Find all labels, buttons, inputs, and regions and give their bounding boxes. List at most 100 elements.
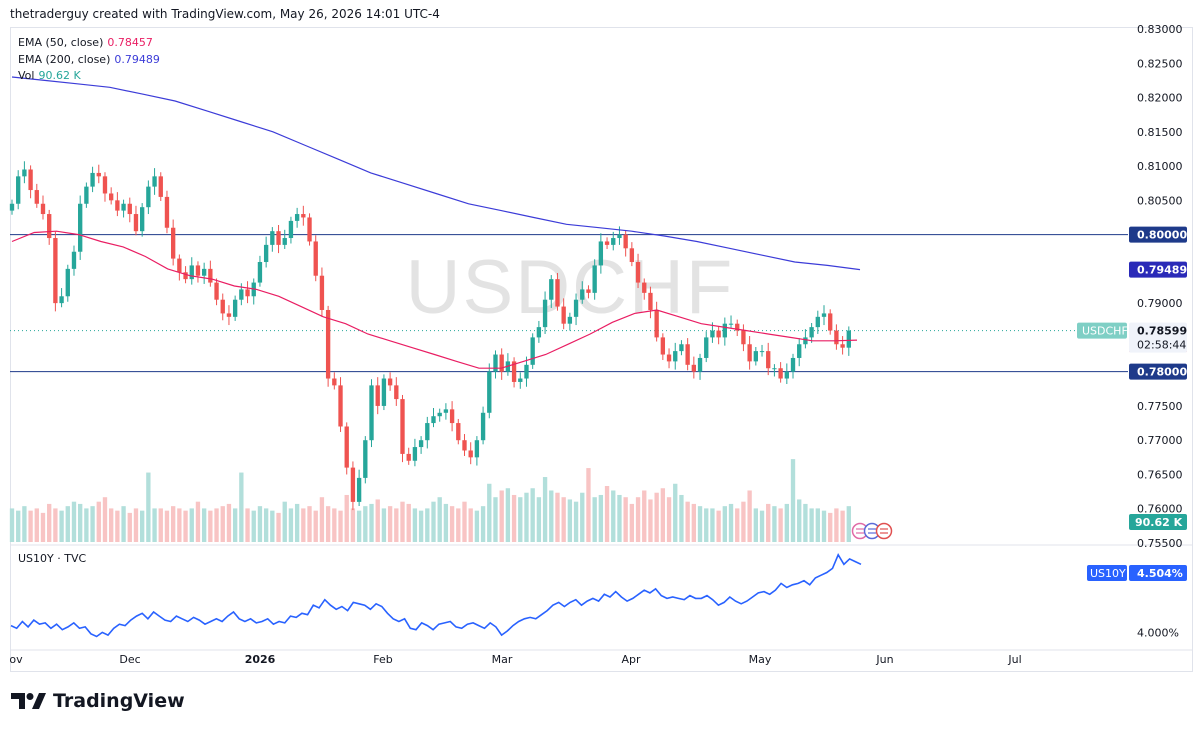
- candle-body: [301, 214, 306, 218]
- us10y-legend[interactable]: US10Y · TVC: [18, 552, 87, 565]
- volume-bar: [170, 506, 176, 542]
- candle-body: [567, 316, 573, 324]
- candle-body: [722, 323, 728, 338]
- candle-body: [697, 357, 703, 372]
- volume-bar: [666, 497, 672, 542]
- volume-bar: [468, 508, 473, 542]
- candle-body: [611, 238, 616, 245]
- candle-body: [580, 289, 585, 300]
- candle-body: [493, 354, 498, 372]
- candle-body: [47, 214, 52, 239]
- y-tick-label: 0.81000: [1137, 160, 1183, 173]
- candle-body: [102, 176, 108, 194]
- volume-bar: [487, 483, 492, 542]
- tradingview-logo[interactable]: TradingView: [11, 690, 185, 712]
- volume-bar: [542, 477, 548, 542]
- volume-bar: [821, 510, 827, 542]
- candle-body: [288, 220, 294, 239]
- candle-body: [270, 231, 275, 245]
- last-price-text: 0.78599: [1137, 325, 1187, 338]
- candle-body: [115, 200, 120, 211]
- candle-body: [133, 214, 139, 232]
- candle-body: [691, 364, 697, 372]
- volume-bar: [735, 508, 740, 542]
- volume-bar: [499, 490, 504, 542]
- candle-body: [22, 169, 27, 177]
- candle-body: [642, 282, 647, 293]
- candle-body: [214, 282, 219, 300]
- candle-body: [828, 313, 833, 331]
- x-tick-label: Mar: [492, 653, 513, 666]
- ema200-legend-row[interactable]: EMA (200, close) 0.79489: [18, 52, 160, 69]
- candle-body: [511, 361, 517, 382]
- candle-body: [65, 268, 70, 297]
- candle-body: [350, 467, 356, 502]
- volume-bar: [611, 490, 616, 542]
- volume-bar: [437, 497, 442, 542]
- us10y-value-badge-text: 4.504%: [1137, 567, 1183, 580]
- us10y-tick-label: 4.000%: [1137, 626, 1179, 639]
- candle-body: [90, 172, 95, 187]
- candle-body: [673, 351, 678, 362]
- candle-body: [394, 385, 399, 400]
- candle-body: [220, 299, 225, 314]
- ema50-line: [11, 230, 858, 369]
- volume-bar: [28, 510, 33, 542]
- ema50-legend-row[interactable]: EMA (50, close) 0.78457: [18, 35, 160, 52]
- candle-body: [78, 203, 83, 252]
- volume-bar: [697, 506, 703, 542]
- level-078000-badge: 0.78000: [1129, 363, 1187, 380]
- candle-body: [629, 248, 635, 263]
- volume-bar: [313, 510, 318, 542]
- candle-body: [226, 313, 232, 317]
- candle-body: [121, 203, 126, 211]
- volume-bar: [189, 508, 194, 542]
- x-tick-label: Dec: [119, 653, 140, 666]
- volume-bar: [648, 499, 653, 542]
- symbol-tag-text: USDCHF: [1082, 325, 1128, 338]
- y-tick-label: 0.77500: [1137, 400, 1183, 413]
- volume-bar: [226, 503, 232, 542]
- volume-bar: [567, 499, 573, 542]
- volume-bar: [443, 503, 449, 542]
- volume-legend-row[interactable]: Vol 90.62 K: [18, 68, 160, 85]
- ema200-price-badge-bg: [1129, 261, 1187, 278]
- volume-bar: [251, 510, 256, 542]
- candle-body: [735, 323, 740, 331]
- volume-bar: [16, 510, 21, 542]
- candle-body: [239, 289, 244, 300]
- volume-bar: [418, 510, 424, 542]
- level-078000-badge-bg: [1129, 363, 1187, 380]
- volume-bar: [573, 501, 579, 542]
- candle-body: [245, 289, 250, 297]
- volume-bar: [797, 499, 802, 542]
- volume-bar: [728, 503, 734, 542]
- candle-body: [604, 241, 610, 245]
- volume-bar: [363, 506, 368, 542]
- x-tick-label: May: [749, 653, 772, 666]
- candle-body: [741, 330, 746, 345]
- candle-body: [623, 234, 628, 249]
- candle-body: [16, 176, 21, 204]
- candle-body: [40, 203, 46, 215]
- volume-bar: [642, 490, 647, 542]
- candle-body: [71, 251, 77, 269]
- volume-bar: [146, 472, 151, 542]
- candle-body: [257, 262, 263, 283]
- volume-bar: [592, 497, 597, 542]
- volume-bar: [59, 510, 64, 542]
- volume-bar: [425, 508, 430, 542]
- candle-body: [313, 241, 318, 276]
- candle-body: [666, 354, 672, 362]
- candle-body: [164, 196, 170, 228]
- candle-body: [183, 272, 188, 280]
- candle-body: [356, 477, 362, 502]
- volume-bar: [561, 497, 566, 542]
- tradingview-brand-text: TradingView: [53, 690, 185, 712]
- volume-bar: [505, 488, 511, 542]
- candle-body: [344, 426, 349, 468]
- volume-bar: [474, 510, 480, 542]
- volume-bar: [635, 497, 641, 542]
- chart-frame: [10, 27, 1193, 672]
